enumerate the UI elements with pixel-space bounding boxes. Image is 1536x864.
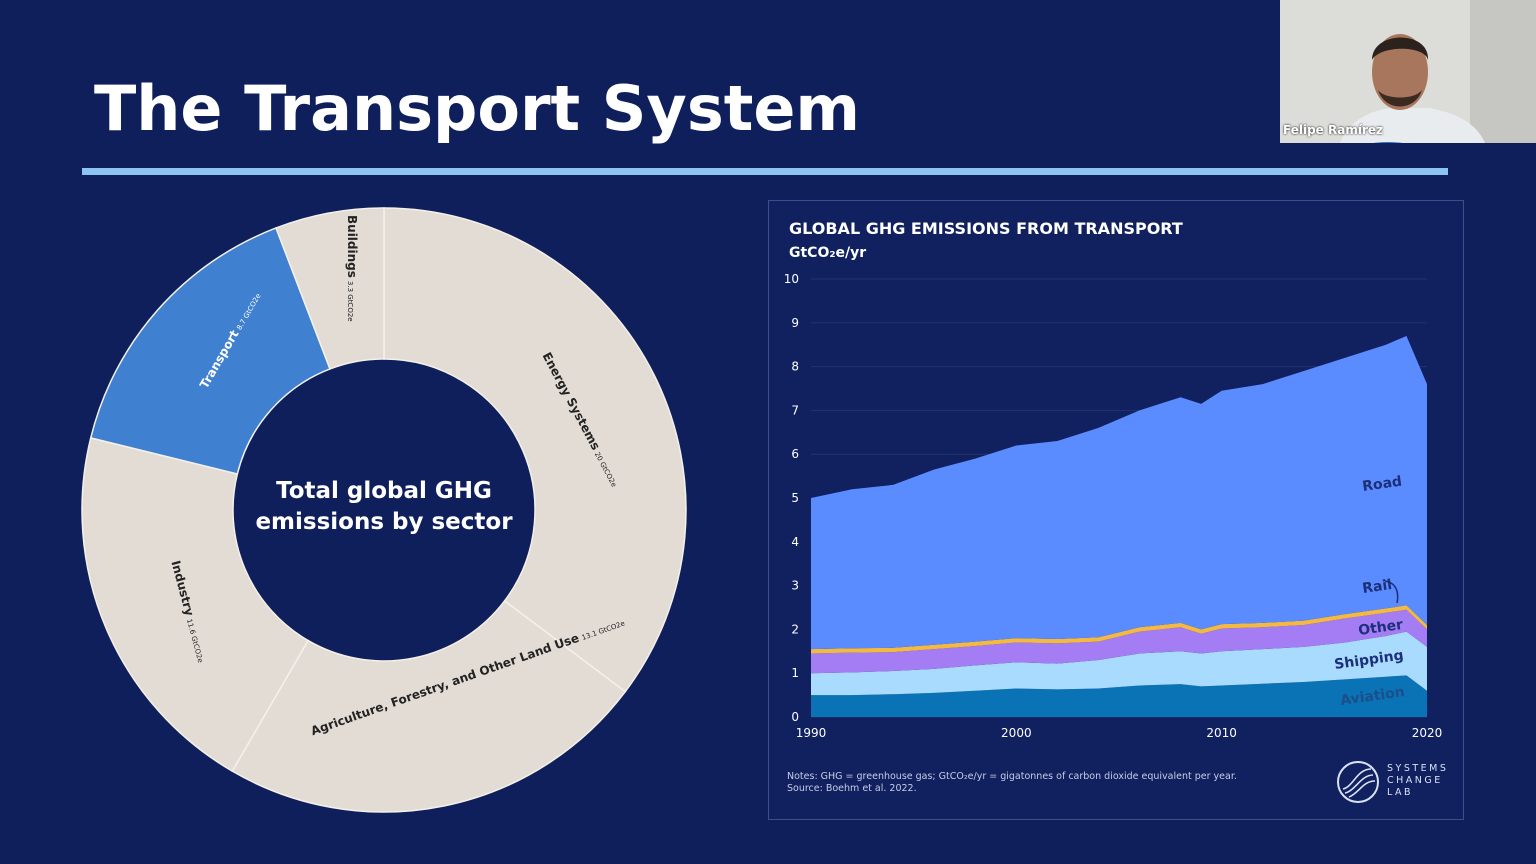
donut-slice-industry [81,437,310,773]
series-label-other: Other [1357,617,1404,639]
notes-text: Notes: GHG = greenhouse gas; GtCO₂e/yr =… [787,771,1237,782]
y-tick-label: 8 [791,360,799,374]
title-divider [82,168,1448,175]
x-tick-label: 1990 [796,726,827,740]
y-tick-label: 6 [791,447,799,461]
participant-name: Felipe Ramírez [1283,123,1383,137]
series-label-road: Road [1361,474,1403,495]
slice-label: Buildings 3.3 GtCO2e [345,215,359,322]
webcam-thumbnail[interactable]: Felipe Ramírez [1280,0,1536,143]
center-label-line1: Total global GHG [276,478,492,504]
area-series-rail [811,605,1427,654]
y-tick-label: 1 [791,666,799,680]
area-series-other [811,609,1427,674]
systems-change-lab-logo: SYSTEMS CHANGE LAB [1335,759,1455,809]
logo-icon [1337,761,1379,803]
source-text: Source: Boehm et al. 2022. [787,783,917,794]
logo-text-line: LAB [1387,787,1414,798]
donut-slice-energy [383,207,687,693]
donut-slice-buildings [275,207,385,370]
rail-pointer-arrow [1384,580,1399,604]
slice-label-name: Buildings [344,214,359,278]
slide-title: The Transport System [94,72,861,145]
chart-notes: Notes: GHG = greenhouse gas; GtCO₂e/yr =… [787,771,1237,795]
y-tick-label: 5 [791,491,799,505]
slice-label-value: 3.3 GtCO2e [345,280,354,322]
area-series-road [811,335,1427,650]
x-tick-label: 2020 [1412,726,1443,740]
participant-video [1280,0,1536,143]
y-tick-label: 7 [791,403,799,417]
series-label-rail: Rail [1361,577,1393,597]
y-tick-label: 4 [791,535,799,549]
transport-emissions-panel: GLOBAL GHG EMISSIONS FROM TRANSPORT GtCO… [768,200,1464,820]
logo-text-line: SYSTEMS [1387,763,1449,774]
x-tick-label: 2000 [1001,726,1032,740]
y-tick-label: 9 [791,316,799,330]
x-tick-label: 2010 [1206,726,1237,740]
area-series-shipping [811,631,1427,696]
donut-center-label: Total global GHG emissions by sector [234,476,534,538]
donut-slice-agriculture [231,599,627,813]
y-tick-label: 10 [784,272,799,286]
y-axis-unit: GtCO₂e/yr [789,245,867,261]
sector-donut-chart [81,207,687,813]
transport-area-chart: 0 1 2 3 4 5 6 7 8 9 10 1990 2000 2010 2020 Road Rail Othe… [784,272,1443,740]
area-series-aviation [811,675,1427,717]
y-tick-label: 2 [791,622,799,636]
y-tick-label: 3 [791,579,799,593]
y-tick-label: 0 [791,710,799,724]
chart-title: GLOBAL GHG EMISSIONS FROM TRANSPORT [789,219,1183,238]
logo-text-line: CHANGE [1387,775,1443,786]
center-label-line2: emissions by sector [255,509,513,535]
donut-slice-transport [89,227,331,475]
